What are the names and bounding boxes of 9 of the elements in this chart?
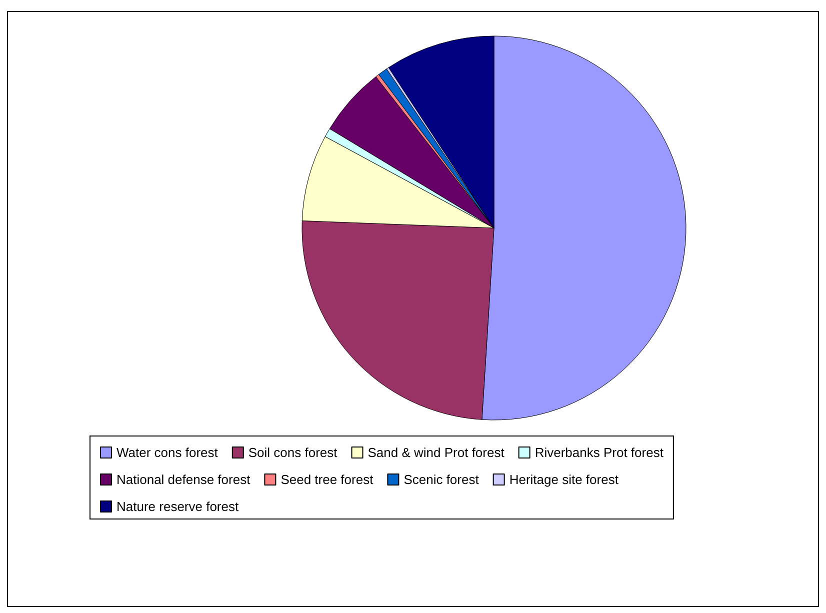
legend-label: Riverbanks Prot forest — [534, 445, 664, 460]
legend-label: Water cons forest — [116, 445, 218, 460]
legend-label: Scenic forest — [404, 472, 480, 487]
legend-label: Heritage site forest — [509, 472, 619, 487]
legend-label: Nature reserve forest — [116, 499, 239, 514]
legend-label: National defense forest — [116, 472, 251, 487]
legend-label: Sand & wind Prot forest — [368, 445, 505, 460]
legend-label: Soil cons forest — [248, 445, 338, 460]
legend-label: Seed tree forest — [280, 472, 374, 487]
